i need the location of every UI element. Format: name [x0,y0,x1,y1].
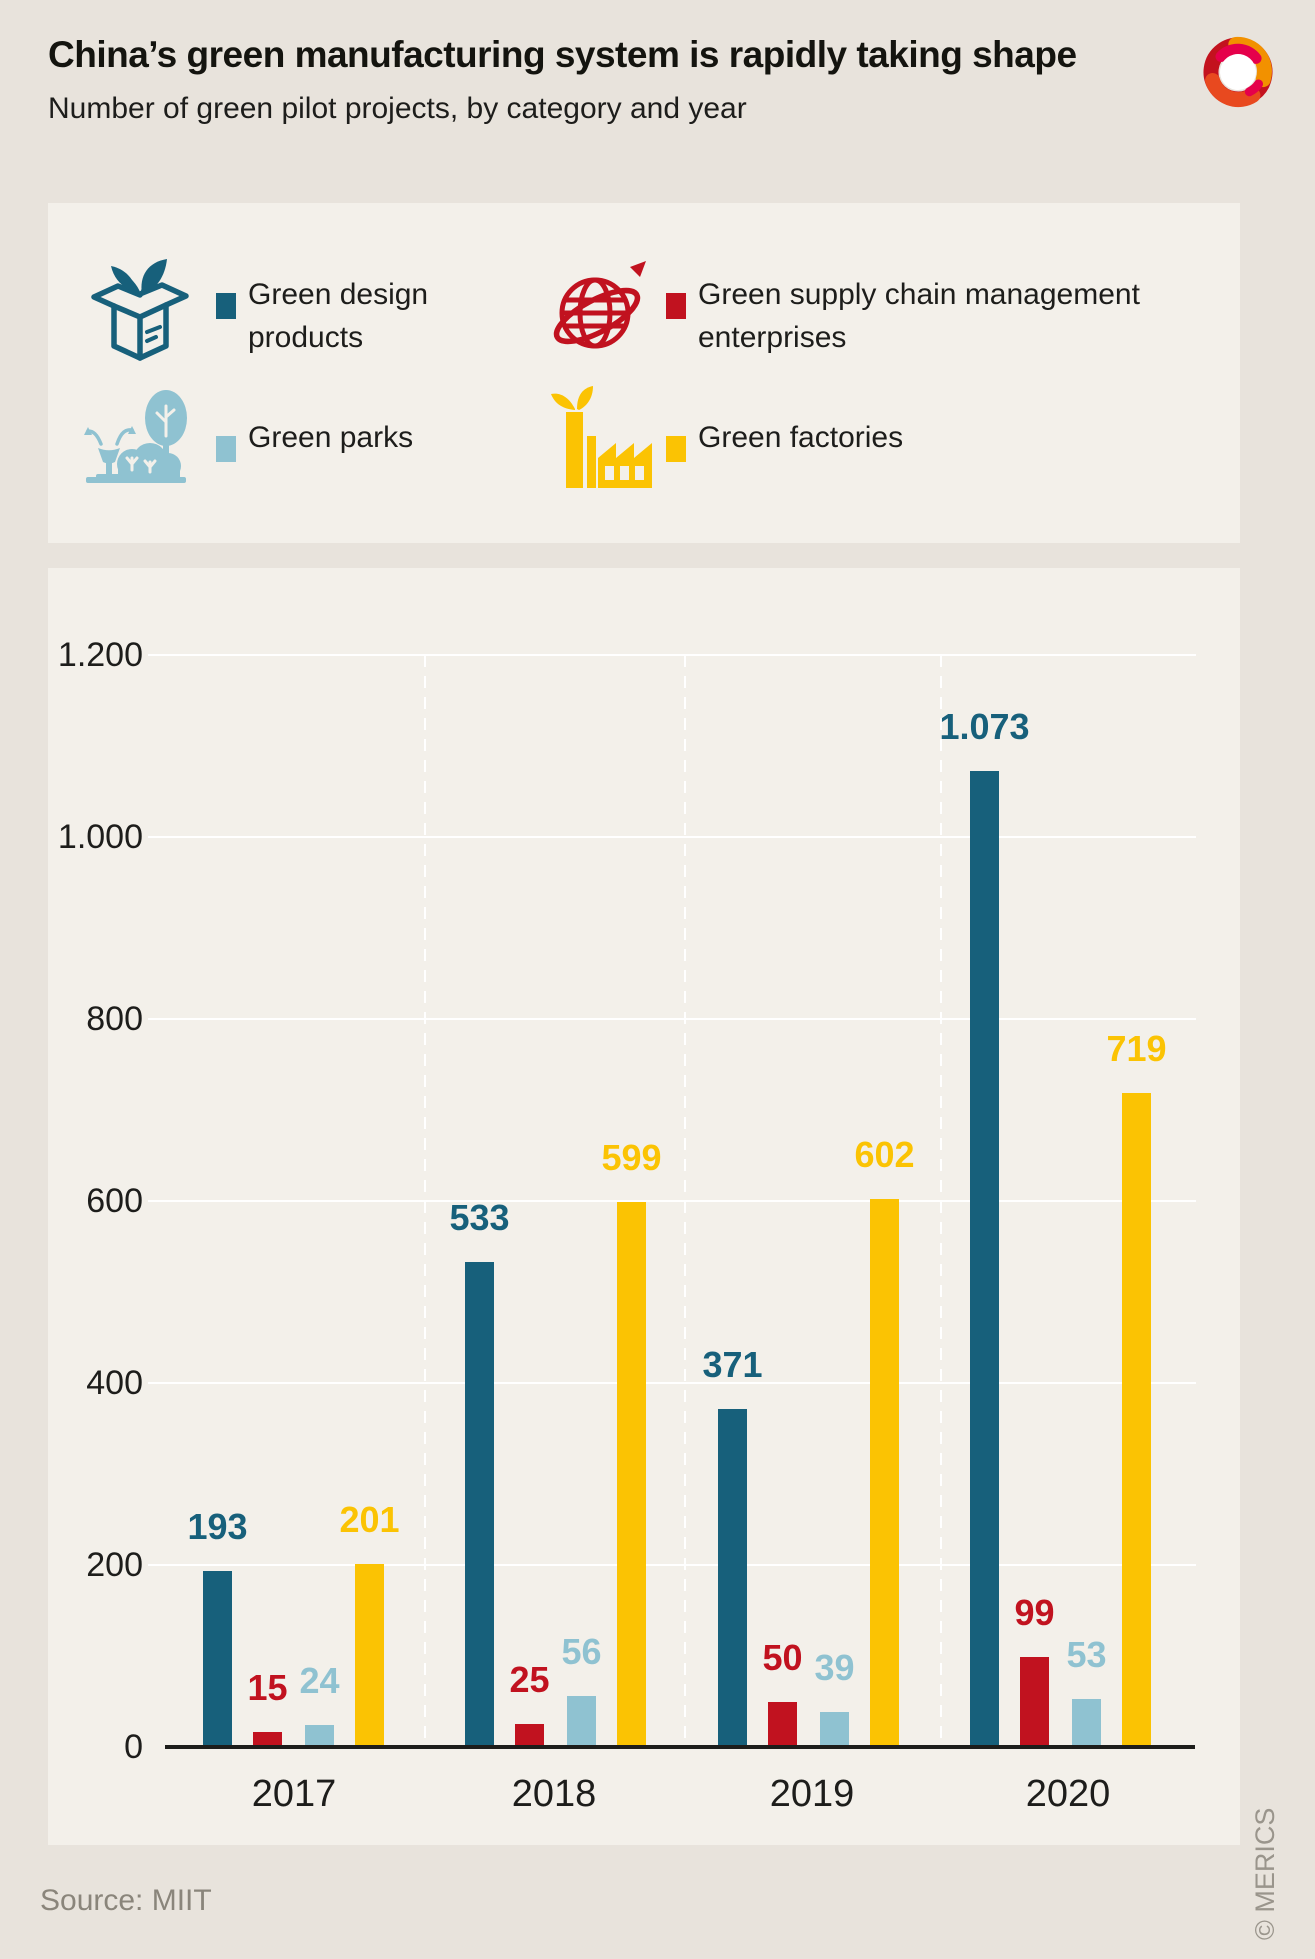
page-title: China’s green manufacturing system is ra… [48,34,1077,75]
legend-item-green-parks: Green parks [84,386,514,496]
bar-2017-green-factories [355,1564,384,1747]
x-axis-line [165,1745,1195,1749]
legend-item-green-design-products: Green design products [84,253,514,378]
x-axis-label-2020: 2020 [1025,1773,1111,1815]
y-tick-label: 1.200 [57,636,143,674]
value-label: 24 [299,1660,340,1702]
bar-2020-green-design-products [970,770,999,1747]
value-label: 533 [449,1196,510,1238]
gridline [148,836,1196,838]
bar-2020-green-factories [1122,1092,1151,1747]
bar-2018-green-design-products [465,1261,494,1747]
x-axis-label-2018: 2018 [511,1773,597,1815]
gridline [148,1382,1196,1384]
value-label: 99 [1014,1591,1055,1633]
value-label: 39 [814,1646,855,1688]
copyright-note: © MERICS [1250,1807,1280,1940]
bar-2019-green-design-products [718,1409,747,1747]
bar-2018-green-factories [617,1201,646,1747]
page-subtitle: Number of green pilot projects, by categ… [48,92,747,125]
bar-2017-green-supply-chain-management-enterprises [253,1732,282,1747]
legend-label: Green design products [248,278,429,354]
legend-color-marker [216,436,236,462]
value-label: 201 [339,1499,400,1541]
bar-2020-green-supply-chain-management-enterprises [1020,1656,1049,1747]
bar-2017-green-design-products [203,1571,232,1747]
value-label: 371 [702,1344,763,1386]
y-tick-label: 600 [86,1182,143,1220]
value-label: 719 [1106,1027,1167,1069]
legend-color-marker [666,436,686,462]
bar-chart: 1.200 1.000 800 600 400 200 0 193 533 371 1.073 15 2… [48,568,1240,1845]
value-label: 50 [762,1636,803,1678]
x-axis-label-2017: 2017 [251,1773,337,1815]
legend-color-marker [666,293,686,319]
park-trees-fountain-icon [84,390,187,483]
value-label: 602 [854,1134,915,1176]
group-divider-line [684,655,686,1747]
gridline [148,1564,1196,1566]
bar-2019-green-factories [870,1199,899,1747]
bar-2018-green-supply-chain-management-enterprises [515,1724,544,1747]
y-tick-label: 400 [86,1364,143,1402]
y-tick-label: 1.000 [57,818,143,856]
y-tick-label: 200 [86,1546,143,1584]
value-label: 53 [1066,1633,1107,1675]
value-label: 599 [601,1136,662,1178]
value-label: 56 [561,1631,602,1673]
group-divider-line [424,655,426,1747]
legend-label: Green supply chain management enterprise… [698,278,1140,354]
gridline [148,1018,1196,1020]
value-label: 15 [247,1667,288,1708]
value-label: 1.073 [939,705,1030,747]
legend-item-green-factories: Green factories [548,386,1208,496]
legend-panel: Green design products Green supply chain… [48,203,1240,543]
merics-logo [1203,36,1273,108]
open-box-with-leaves-icon [91,259,189,361]
x-axis-label-2019: 2019 [769,1773,855,1815]
gridline [148,1200,1196,1202]
legend-item-green-supply-chain: Green supply chain management enterprise… [548,253,1208,378]
y-tick-label: 0 [124,1728,143,1766]
group-divider-line [940,655,942,1747]
bar-2019-green-parks [820,1711,849,1747]
source-note: Source: MIIT [40,1884,212,1917]
y-tick-label: 800 [86,1000,143,1038]
chart-panel: 1.200 1.000 800 600 400 200 0 193 533 371 1.073 15 2… [48,568,1240,1845]
bar-2017-green-parks [305,1725,334,1747]
legend-label: Green factories [698,421,904,454]
value-label: 193 [187,1506,248,1548]
bar-2020-green-parks [1072,1698,1101,1747]
gridline [148,654,1196,656]
value-label: 25 [509,1659,550,1701]
bar-2019-green-supply-chain-management-enterprises [768,1701,797,1747]
factory-with-leaf-icon [551,386,652,488]
legend-label: Green parks [248,421,414,454]
legend-color-marker [216,293,236,319]
globe-with-orbit-arrow-icon [553,261,646,349]
bar-2018-green-parks [567,1696,596,1747]
